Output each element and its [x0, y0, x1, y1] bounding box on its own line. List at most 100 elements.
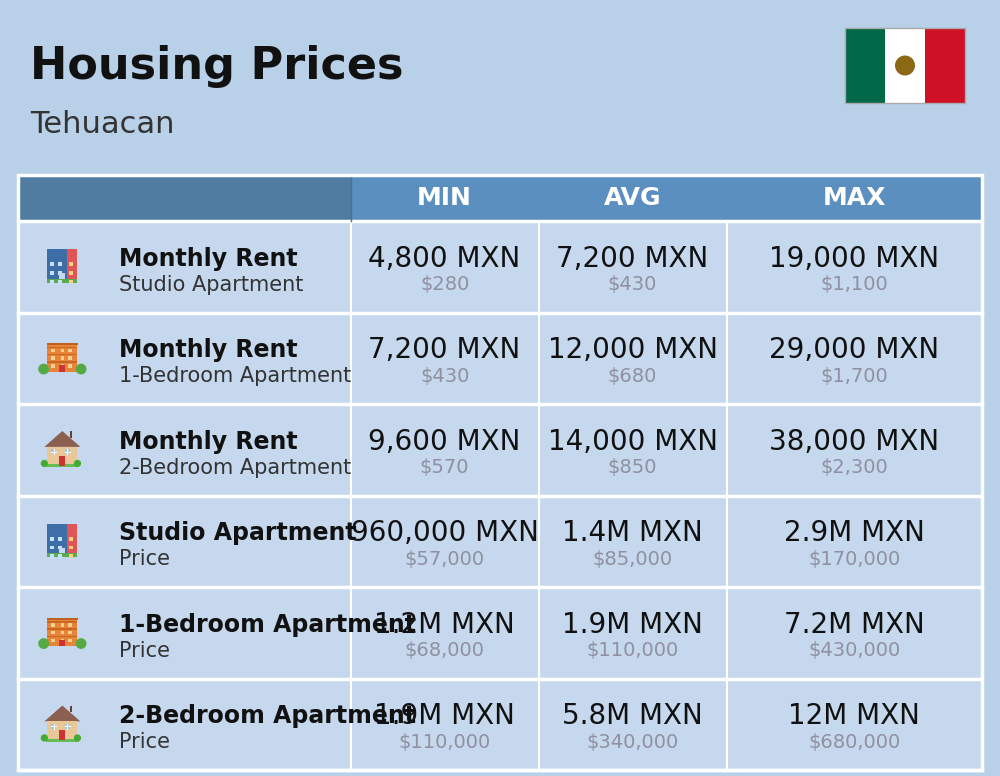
Bar	[18, 221, 982, 313]
Text: $110,000: $110,000	[586, 641, 679, 660]
Text: 12M MXN: 12M MXN	[788, 702, 920, 730]
Bar	[47, 249, 77, 279]
Bar	[47, 343, 78, 345]
Text: $680,000: $680,000	[808, 733, 900, 752]
Bar	[46, 464, 79, 467]
Polygon shape	[44, 705, 80, 722]
Text: $850: $850	[608, 459, 657, 477]
Circle shape	[38, 364, 49, 375]
Bar	[51, 623, 55, 627]
Bar	[58, 262, 62, 266]
Text: $110,000: $110,000	[398, 733, 491, 752]
Text: 1-Bedroom Apartment: 1-Bedroom Apartment	[119, 366, 351, 386]
Text: AVG: AVG	[604, 186, 661, 210]
Text: 9,600 MXN: 9,600 MXN	[368, 428, 521, 456]
Bar	[18, 313, 982, 404]
Bar	[47, 629, 77, 630]
Bar	[727, 175, 982, 221]
Text: 1.2M MXN: 1.2M MXN	[374, 611, 515, 639]
Text: Monthly Rent: Monthly Rent	[119, 247, 297, 271]
Text: Monthly Rent: Monthly Rent	[119, 338, 297, 362]
Text: 5.8M MXN: 5.8M MXN	[562, 702, 703, 730]
Bar	[65, 724, 70, 729]
Bar	[50, 262, 54, 266]
Bar	[68, 623, 72, 627]
Bar	[69, 546, 73, 549]
Text: 1.9M MXN: 1.9M MXN	[374, 702, 515, 730]
Text: 2-Bedroom Apartment: 2-Bedroom Apartment	[119, 458, 351, 478]
Text: 7,200 MXN: 7,200 MXN	[556, 244, 709, 272]
Bar	[61, 364, 64, 368]
Bar	[59, 456, 65, 466]
Bar	[50, 554, 54, 558]
Bar	[61, 639, 64, 642]
Text: $85,000: $85,000	[592, 549, 673, 569]
Bar	[58, 546, 62, 549]
Text: $340,000: $340,000	[586, 733, 679, 752]
Bar	[18, 678, 982, 770]
Bar	[67, 524, 77, 553]
Text: $1,700: $1,700	[820, 367, 888, 386]
Bar	[68, 631, 72, 634]
Bar	[51, 449, 56, 454]
Bar	[47, 347, 77, 348]
Text: 29,000 MXN: 29,000 MXN	[769, 336, 939, 364]
Bar	[47, 636, 77, 637]
Bar	[18, 587, 982, 678]
Text: 4,800 MXN: 4,800 MXN	[368, 244, 521, 272]
Bar	[51, 349, 55, 352]
Bar	[47, 354, 77, 355]
Text: $430: $430	[420, 367, 469, 386]
Polygon shape	[44, 431, 80, 447]
Circle shape	[74, 734, 81, 742]
Bar	[59, 548, 65, 553]
Text: 2.9M MXN: 2.9M MXN	[784, 519, 925, 547]
Text: MIN: MIN	[417, 186, 472, 210]
Bar	[50, 537, 54, 541]
Bar	[925, 28, 965, 103]
Text: $570: $570	[420, 459, 469, 477]
Circle shape	[41, 460, 48, 467]
Text: 14,000 MXN: 14,000 MXN	[548, 428, 718, 456]
Bar	[69, 279, 73, 283]
Text: 1-Bedroom Apartment: 1-Bedroom Apartment	[119, 613, 416, 637]
Bar	[47, 618, 78, 620]
Text: $57,000: $57,000	[405, 549, 485, 569]
Text: 960,000 MXN: 960,000 MXN	[351, 519, 539, 547]
Text: MAX: MAX	[823, 186, 886, 210]
Text: $680: $680	[608, 367, 657, 386]
Bar	[47, 619, 77, 646]
Text: 1.9M MXN: 1.9M MXN	[562, 611, 703, 639]
Text: $170,000: $170,000	[808, 549, 900, 569]
Bar	[351, 175, 539, 221]
Bar	[58, 271, 62, 275]
Bar	[18, 496, 982, 587]
Circle shape	[41, 734, 48, 742]
Text: 7.2M MXN: 7.2M MXN	[784, 611, 925, 639]
Circle shape	[895, 56, 915, 75]
Bar	[47, 722, 77, 740]
Bar	[46, 739, 79, 742]
Bar	[58, 279, 62, 283]
Bar	[69, 554, 73, 558]
Bar	[58, 554, 62, 558]
Circle shape	[74, 460, 81, 467]
Bar	[845, 28, 965, 103]
Bar	[47, 447, 77, 466]
Bar	[50, 546, 54, 549]
Bar	[68, 349, 72, 352]
Text: Price: Price	[119, 733, 170, 752]
Text: Housing Prices: Housing Prices	[30, 45, 404, 88]
Text: 19,000 MXN: 19,000 MXN	[769, 244, 939, 272]
Bar	[61, 623, 64, 627]
Bar	[51, 639, 55, 642]
Bar	[18, 175, 351, 221]
Bar	[539, 175, 727, 221]
Bar	[47, 345, 77, 372]
Bar	[59, 365, 65, 372]
Bar	[70, 431, 72, 438]
Bar	[69, 271, 73, 275]
Text: Monthly Rent: Monthly Rent	[119, 430, 297, 454]
Text: $1,100: $1,100	[820, 275, 888, 294]
Bar	[47, 361, 77, 362]
